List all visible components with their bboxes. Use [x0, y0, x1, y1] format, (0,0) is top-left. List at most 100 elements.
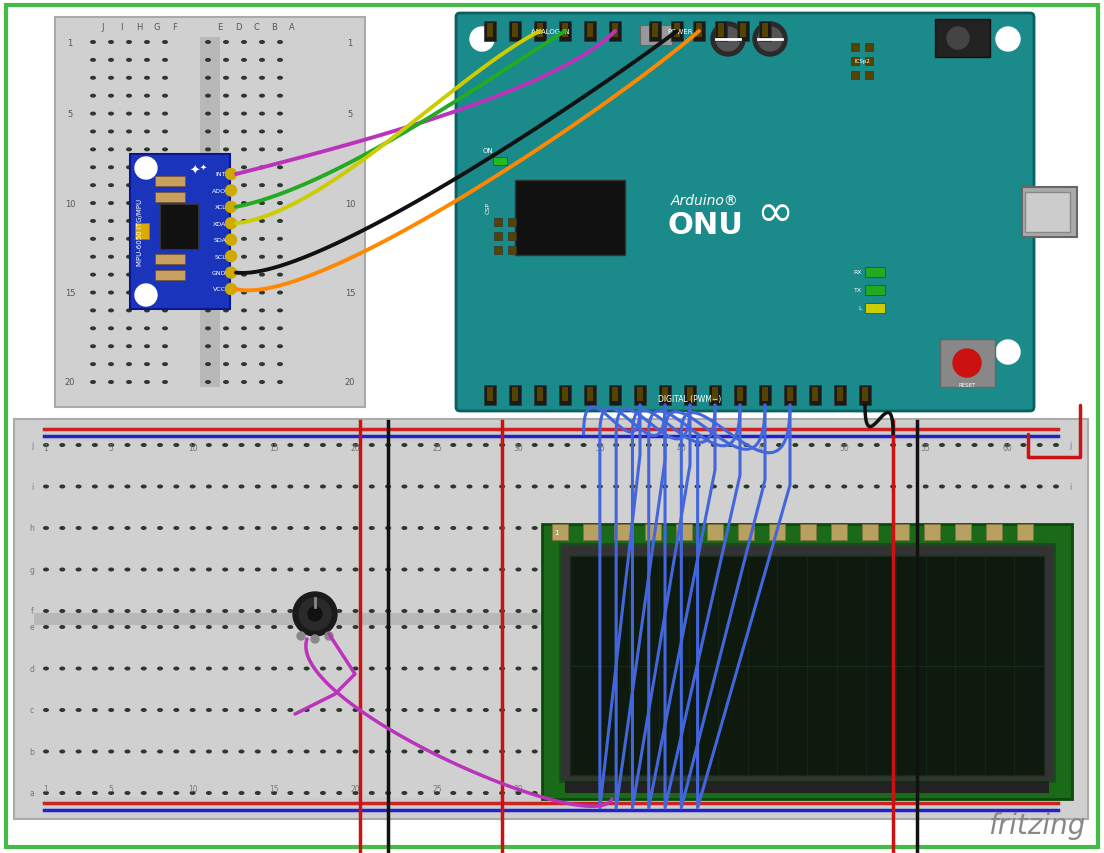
Ellipse shape [144, 184, 150, 188]
Ellipse shape [157, 609, 163, 613]
Ellipse shape [1005, 667, 1010, 670]
Ellipse shape [613, 667, 619, 670]
Ellipse shape [711, 485, 716, 489]
Ellipse shape [206, 750, 212, 753]
Ellipse shape [597, 444, 603, 448]
Ellipse shape [238, 526, 244, 531]
Ellipse shape [776, 444, 782, 448]
Ellipse shape [760, 667, 766, 670]
Ellipse shape [613, 568, 619, 572]
Ellipse shape [711, 625, 716, 630]
Ellipse shape [516, 708, 521, 712]
Ellipse shape [808, 625, 815, 630]
Ellipse shape [564, 667, 571, 670]
Ellipse shape [222, 708, 229, 712]
Ellipse shape [157, 485, 163, 489]
Ellipse shape [629, 526, 636, 531]
Ellipse shape [450, 485, 456, 489]
Ellipse shape [793, 568, 798, 572]
Ellipse shape [678, 625, 684, 630]
Ellipse shape [841, 625, 847, 630]
Text: Arduino®: Arduino® [671, 194, 739, 208]
Ellipse shape [241, 59, 247, 63]
Bar [559, 386, 571, 405]
Ellipse shape [955, 444, 962, 448]
Ellipse shape [162, 309, 168, 313]
Ellipse shape [516, 609, 521, 613]
Ellipse shape [320, 609, 326, 613]
Ellipse shape [190, 444, 195, 448]
Ellipse shape [743, 708, 750, 712]
Ellipse shape [482, 667, 489, 670]
Bar [160, 205, 198, 250]
Ellipse shape [1037, 609, 1042, 613]
Ellipse shape [125, 526, 130, 531]
Ellipse shape [206, 708, 212, 712]
Ellipse shape [190, 667, 195, 670]
Text: b: b [1068, 747, 1072, 756]
Ellipse shape [144, 166, 150, 170]
Ellipse shape [205, 291, 211, 295]
Ellipse shape [793, 526, 798, 531]
Ellipse shape [259, 59, 265, 63]
Ellipse shape [223, 327, 229, 331]
Ellipse shape [126, 273, 132, 277]
Ellipse shape [126, 220, 132, 223]
Ellipse shape [629, 791, 636, 795]
Ellipse shape [923, 625, 928, 630]
Ellipse shape [1037, 444, 1042, 448]
Ellipse shape [728, 526, 733, 531]
Ellipse shape [277, 77, 283, 81]
Ellipse shape [467, 708, 473, 712]
Ellipse shape [222, 568, 229, 572]
Text: d: d [30, 664, 34, 673]
Bar [866, 44, 873, 52]
Ellipse shape [841, 708, 847, 712]
Ellipse shape [352, 667, 359, 670]
Ellipse shape [126, 148, 132, 152]
Ellipse shape [304, 625, 309, 630]
Ellipse shape [144, 238, 150, 241]
Ellipse shape [337, 444, 342, 448]
Ellipse shape [205, 202, 211, 206]
Ellipse shape [304, 485, 309, 489]
Ellipse shape [450, 625, 456, 630]
Ellipse shape [144, 345, 150, 349]
Ellipse shape [516, 485, 521, 489]
Ellipse shape [434, 485, 440, 489]
Ellipse shape [108, 609, 114, 613]
Bar [512, 387, 518, 402]
Ellipse shape [241, 41, 247, 45]
Ellipse shape [222, 667, 229, 670]
Bar [508, 233, 516, 241]
Bar [562, 24, 567, 38]
Ellipse shape [352, 526, 359, 531]
Ellipse shape [222, 526, 229, 531]
Ellipse shape [91, 95, 96, 99]
Text: g: g [30, 566, 34, 574]
Ellipse shape [597, 526, 603, 531]
Bar [645, 525, 661, 540]
Ellipse shape [223, 184, 229, 188]
Ellipse shape [760, 791, 766, 795]
Ellipse shape [238, 609, 244, 613]
Bar [652, 24, 658, 38]
Ellipse shape [450, 444, 456, 448]
Text: ICSp2: ICSp2 [854, 60, 870, 65]
Ellipse shape [972, 568, 977, 572]
Ellipse shape [173, 444, 179, 448]
Text: j: j [31, 441, 33, 450]
Ellipse shape [1053, 568, 1059, 572]
Ellipse shape [1037, 667, 1042, 670]
Ellipse shape [450, 667, 456, 670]
Ellipse shape [162, 327, 168, 331]
Text: h: h [30, 524, 34, 533]
Text: 1: 1 [44, 444, 49, 453]
Ellipse shape [499, 568, 506, 572]
Ellipse shape [564, 750, 571, 753]
Text: j: j [1069, 441, 1071, 450]
Bar [130, 154, 230, 310]
Ellipse shape [467, 791, 473, 795]
Ellipse shape [222, 750, 229, 753]
Ellipse shape [92, 791, 98, 795]
